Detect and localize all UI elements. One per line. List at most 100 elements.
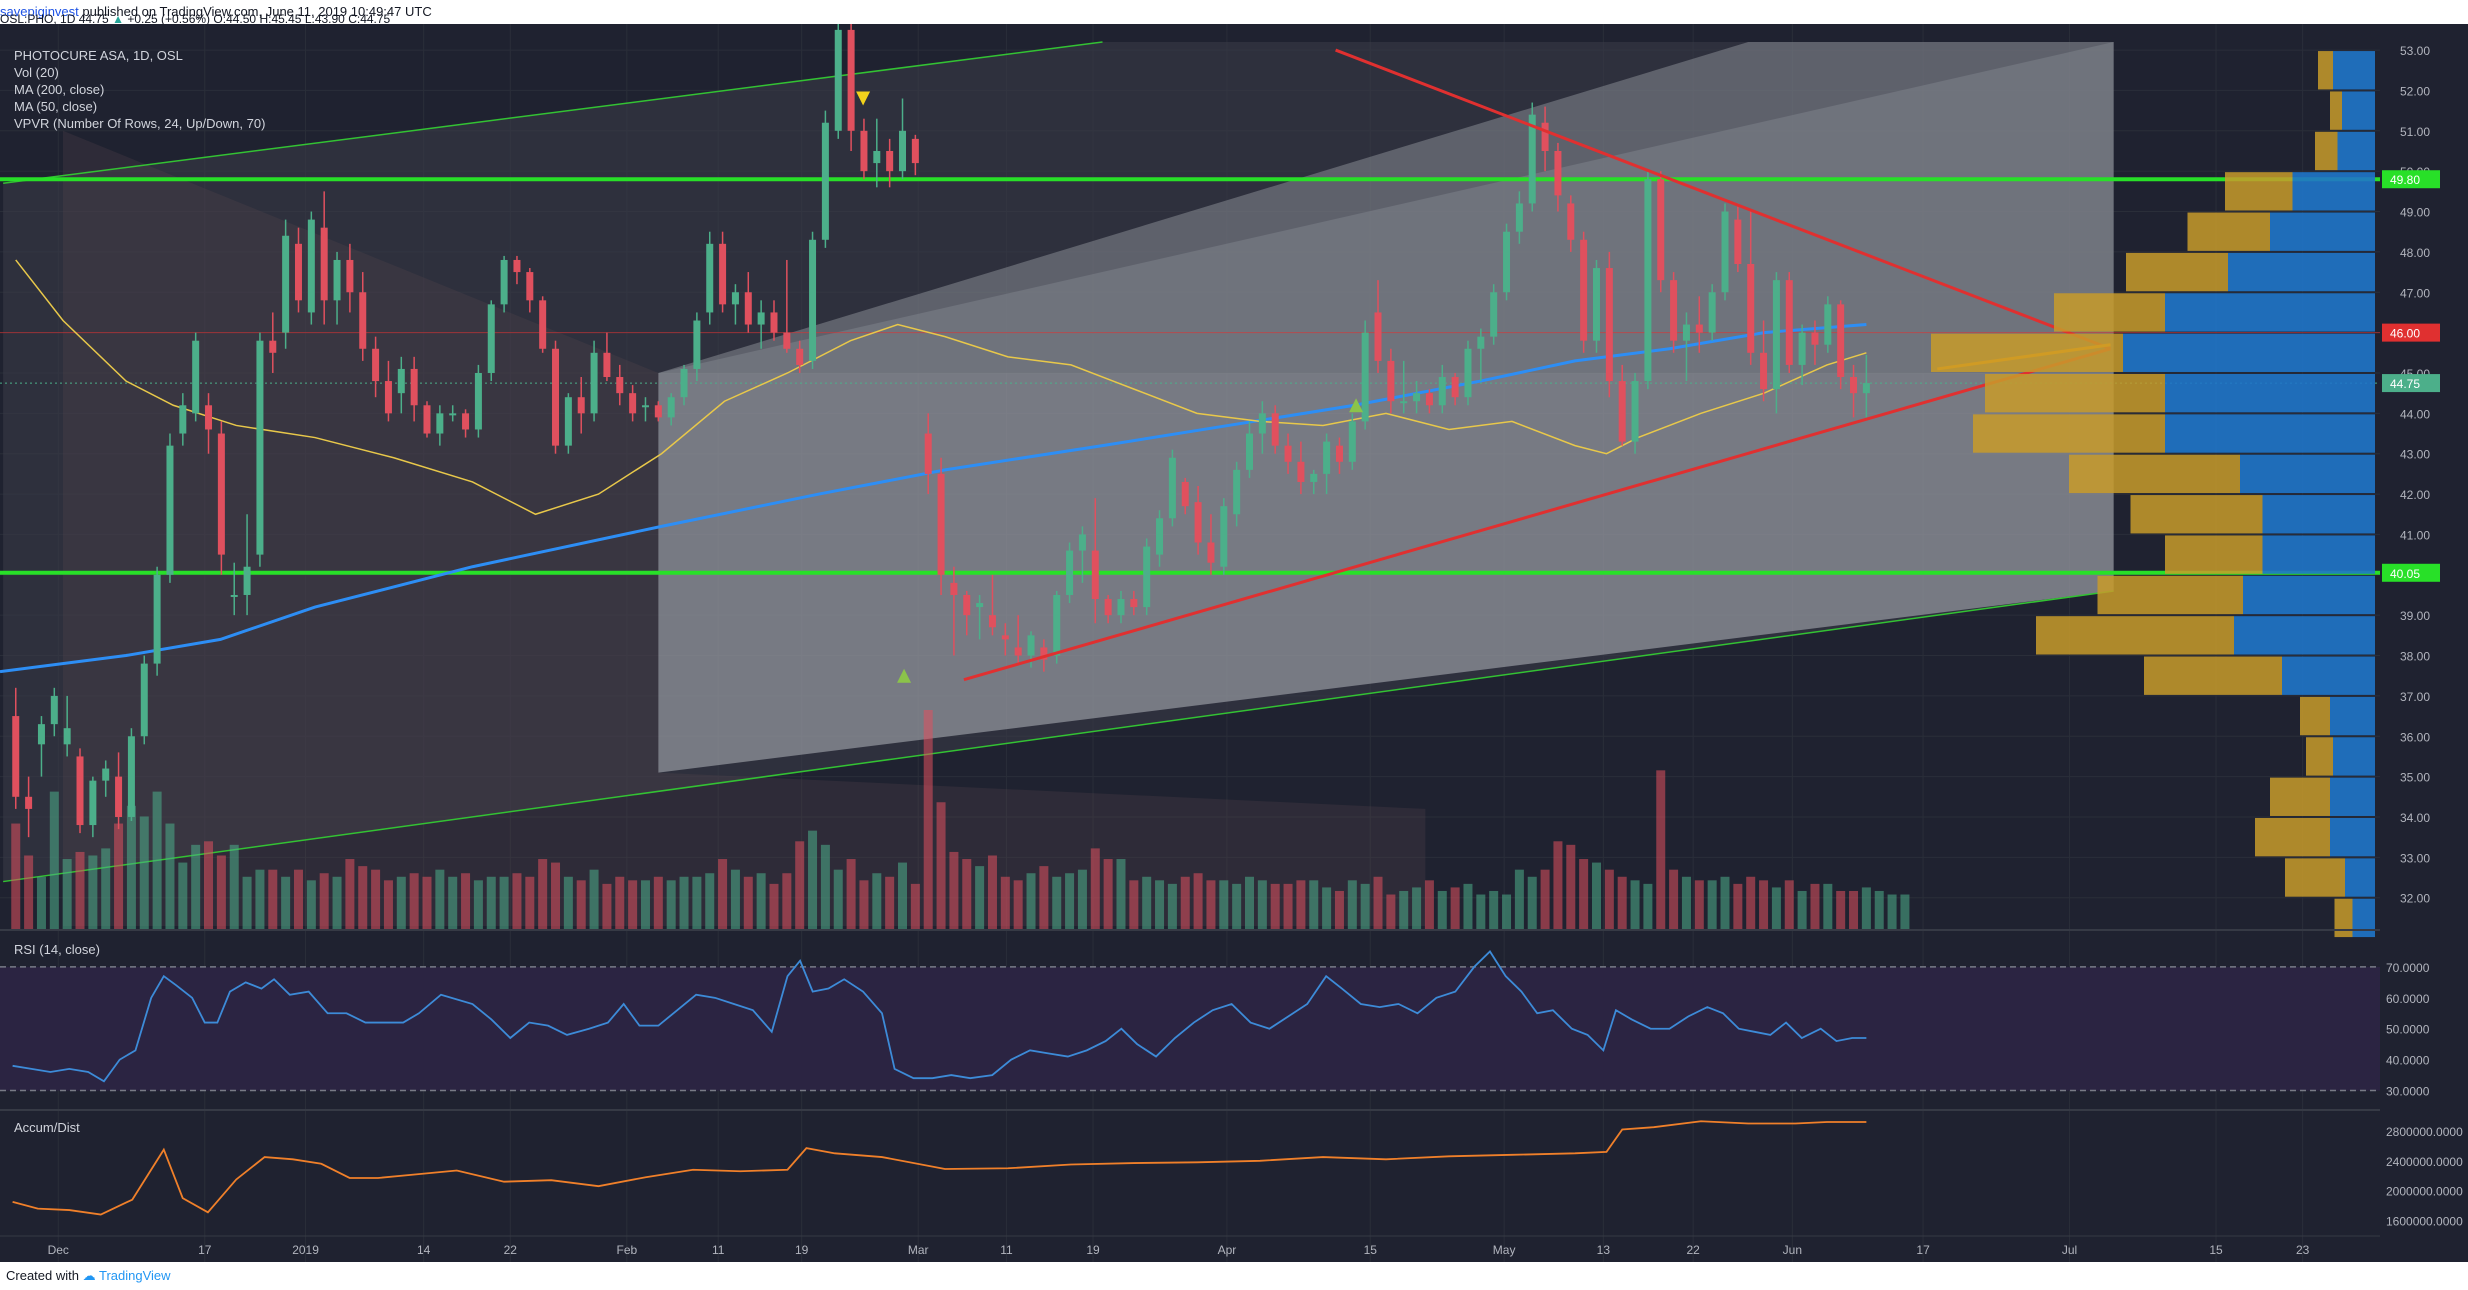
candle [1618, 364, 1626, 446]
candle-body [1490, 292, 1498, 337]
candle [1207, 514, 1215, 575]
candle-body [1438, 377, 1446, 406]
time-tick-label: 23 [2296, 1243, 2310, 1257]
time-axis[interactable]: Dec 17 2019 14 22 Feb 11 19 Mar 11 19 Apr 15 May 13 22 J… [0, 1235, 2380, 1257]
candle-body [307, 219, 315, 313]
candle [462, 409, 470, 438]
candle-body [590, 352, 598, 414]
candle-body [89, 780, 97, 826]
volume-bar [88, 855, 98, 930]
candle [924, 413, 932, 495]
price-label: 49.80 [2390, 173, 2420, 187]
time-tick-label: Apr [1218, 1243, 1237, 1257]
candle [1014, 615, 1022, 664]
author-link[interactable]: savepiginvest [0, 4, 79, 19]
candle [577, 377, 585, 434]
signal-triangle [897, 668, 912, 683]
volume-bar [833, 869, 843, 930]
volume-bar [1900, 894, 1910, 930]
change-arrow-icon: ▲ [112, 12, 124, 26]
volume-bar [473, 880, 483, 930]
legend-item: MA (200, close) [14, 82, 104, 97]
candle-body [127, 736, 135, 817]
candle-body [1053, 594, 1061, 656]
volume-bar [255, 869, 265, 930]
volume-bar [1052, 876, 1062, 930]
candle [127, 728, 135, 822]
volume-profile-down [2097, 575, 2243, 615]
candle-body [1400, 401, 1408, 404]
candle [1605, 251, 1613, 398]
candle [1348, 413, 1356, 470]
support-resistance-levels[interactable] [0, 177, 2380, 575]
candle-body [731, 292, 739, 305]
volume-bar [1720, 876, 1730, 930]
volume-bar [1502, 894, 1512, 930]
candle-body [397, 368, 405, 394]
volume-bar [962, 859, 972, 930]
candle-body [873, 150, 881, 164]
candle-body [577, 397, 585, 414]
candle [1156, 510, 1164, 567]
volume-profile-down [2036, 616, 2234, 655]
candle [1592, 259, 1600, 353]
candle-body [809, 239, 817, 361]
volume-bar [1643, 883, 1653, 930]
volume-bar [75, 851, 85, 930]
candle-body [1670, 280, 1678, 341]
volume-bar [692, 876, 702, 930]
price-pane[interactable]: 53.0052.0051.0050.0049.0048.0047.0046.00… [0, 24, 2440, 1262]
candle-body [641, 405, 649, 408]
tradingview-logo-icon[interactable]: ☁ [82, 1268, 96, 1283]
volume-bar [114, 823, 124, 930]
volume-bar [1296, 880, 1306, 930]
candle-body [1323, 441, 1331, 474]
candle-body [1413, 393, 1421, 402]
volume-bar [512, 873, 522, 930]
price-axis[interactable]: 53.0052.0051.0050.0049.0048.0047.0046.00… [2382, 44, 2440, 906]
candle [50, 687, 58, 737]
tradingview-brand[interactable]: TradingView [99, 1268, 171, 1283]
candle-body [654, 405, 662, 418]
volume-bar [1527, 876, 1537, 930]
trading-chart[interactable]: 53.0052.0051.0050.0049.0048.0047.0046.00… [0, 24, 2468, 1262]
volume-profile-up [2262, 495, 2375, 534]
candle [1837, 300, 1845, 390]
price-tick-label: 35.00 [2400, 771, 2430, 785]
candle-body [63, 728, 71, 745]
candle-body [1554, 150, 1562, 196]
candle [1760, 320, 1768, 402]
volume-bar [191, 844, 201, 930]
volume-profile-up [2352, 898, 2375, 938]
volume-bar [898, 862, 908, 930]
volume-bar [409, 873, 419, 930]
published-text: published on TradingView.com, June 11, 2… [82, 4, 432, 19]
candle-body [886, 150, 894, 172]
rsi-pane[interactable]: 70.0000 60.0000 50.0000 40.0000 30.0000 RSI (… [0, 942, 2430, 1099]
volume-bar [679, 876, 689, 930]
candle [1335, 437, 1343, 474]
candle-body [1644, 179, 1652, 382]
accum-dist-pane[interactable]: 2800000.0000 2400000.0000 2000000.0000 1600… [12, 1120, 2463, 1229]
candle-body [25, 796, 33, 809]
candle [783, 259, 791, 353]
candle-body [757, 312, 765, 325]
volume-bar [1103, 859, 1113, 930]
volume-bar [808, 830, 818, 930]
candle [269, 312, 277, 373]
volume-profile-down [2334, 898, 2353, 938]
volume-profile-down [1973, 414, 2165, 453]
candle-body [50, 695, 58, 725]
price-tick-label: 49.00 [2400, 206, 2430, 220]
candle [1181, 477, 1189, 515]
candle-body [1040, 647, 1048, 660]
candle-body [937, 473, 945, 575]
price-label: 46.00 [2390, 327, 2420, 341]
candle-body [616, 377, 624, 394]
time-tick-label: 19 [1086, 1243, 1100, 1257]
volume-bar [628, 880, 638, 930]
candle [397, 356, 405, 414]
volume-bar [1193, 873, 1203, 930]
candle [976, 594, 984, 640]
volume-bar [1579, 859, 1589, 930]
